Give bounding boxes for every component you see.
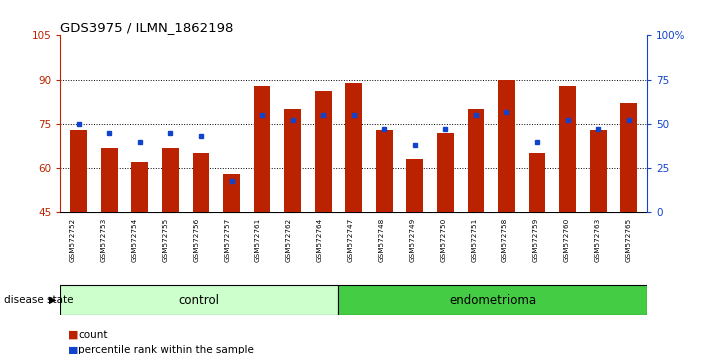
Bar — [620, 103, 637, 212]
Bar — [254, 86, 270, 212]
Text: GSM572764: GSM572764 — [317, 218, 323, 262]
Bar — [338, 285, 647, 315]
Text: GSM572756: GSM572756 — [193, 218, 199, 262]
Bar — [376, 130, 392, 212]
Bar — [437, 133, 454, 212]
Bar — [528, 153, 545, 212]
Bar — [162, 148, 179, 212]
Text: ■: ■ — [68, 330, 78, 339]
Text: GSM572750: GSM572750 — [440, 218, 447, 262]
Bar — [315, 91, 331, 212]
Bar — [346, 82, 362, 212]
Bar — [132, 162, 149, 212]
Text: GSM572747: GSM572747 — [348, 218, 354, 262]
Text: disease state: disease state — [4, 295, 73, 305]
Bar — [589, 130, 606, 212]
Text: GSM572763: GSM572763 — [594, 218, 601, 262]
Text: GSM572755: GSM572755 — [163, 218, 169, 262]
Text: GSM572753: GSM572753 — [101, 218, 107, 262]
Text: GSM572757: GSM572757 — [224, 218, 230, 262]
Text: GSM572761: GSM572761 — [255, 218, 261, 262]
Text: GSM572748: GSM572748 — [378, 218, 385, 262]
Bar — [70, 130, 87, 212]
Bar — [468, 109, 484, 212]
Text: endometrioma: endometrioma — [449, 293, 536, 307]
Text: GSM572754: GSM572754 — [132, 218, 138, 262]
Bar — [284, 109, 301, 212]
Bar — [498, 80, 515, 212]
Bar — [60, 285, 338, 315]
Text: control: control — [179, 293, 220, 307]
Text: GSM572762: GSM572762 — [286, 218, 292, 262]
Text: count: count — [78, 330, 107, 339]
Text: ■: ■ — [68, 346, 78, 354]
Text: GDS3975 / ILMN_1862198: GDS3975 / ILMN_1862198 — [60, 21, 234, 34]
Bar — [407, 159, 423, 212]
Text: GSM572760: GSM572760 — [564, 218, 570, 262]
Text: GSM572758: GSM572758 — [502, 218, 508, 262]
Text: ▶: ▶ — [49, 295, 57, 305]
Text: GSM572765: GSM572765 — [626, 218, 631, 262]
Text: GSM572749: GSM572749 — [410, 218, 415, 262]
Text: GSM572751: GSM572751 — [471, 218, 477, 262]
Bar — [559, 86, 576, 212]
Bar — [101, 148, 118, 212]
Text: percentile rank within the sample: percentile rank within the sample — [78, 346, 254, 354]
Bar — [223, 174, 240, 212]
Bar — [193, 153, 209, 212]
Text: GSM572752: GSM572752 — [70, 218, 76, 262]
Text: GSM572759: GSM572759 — [533, 218, 539, 262]
